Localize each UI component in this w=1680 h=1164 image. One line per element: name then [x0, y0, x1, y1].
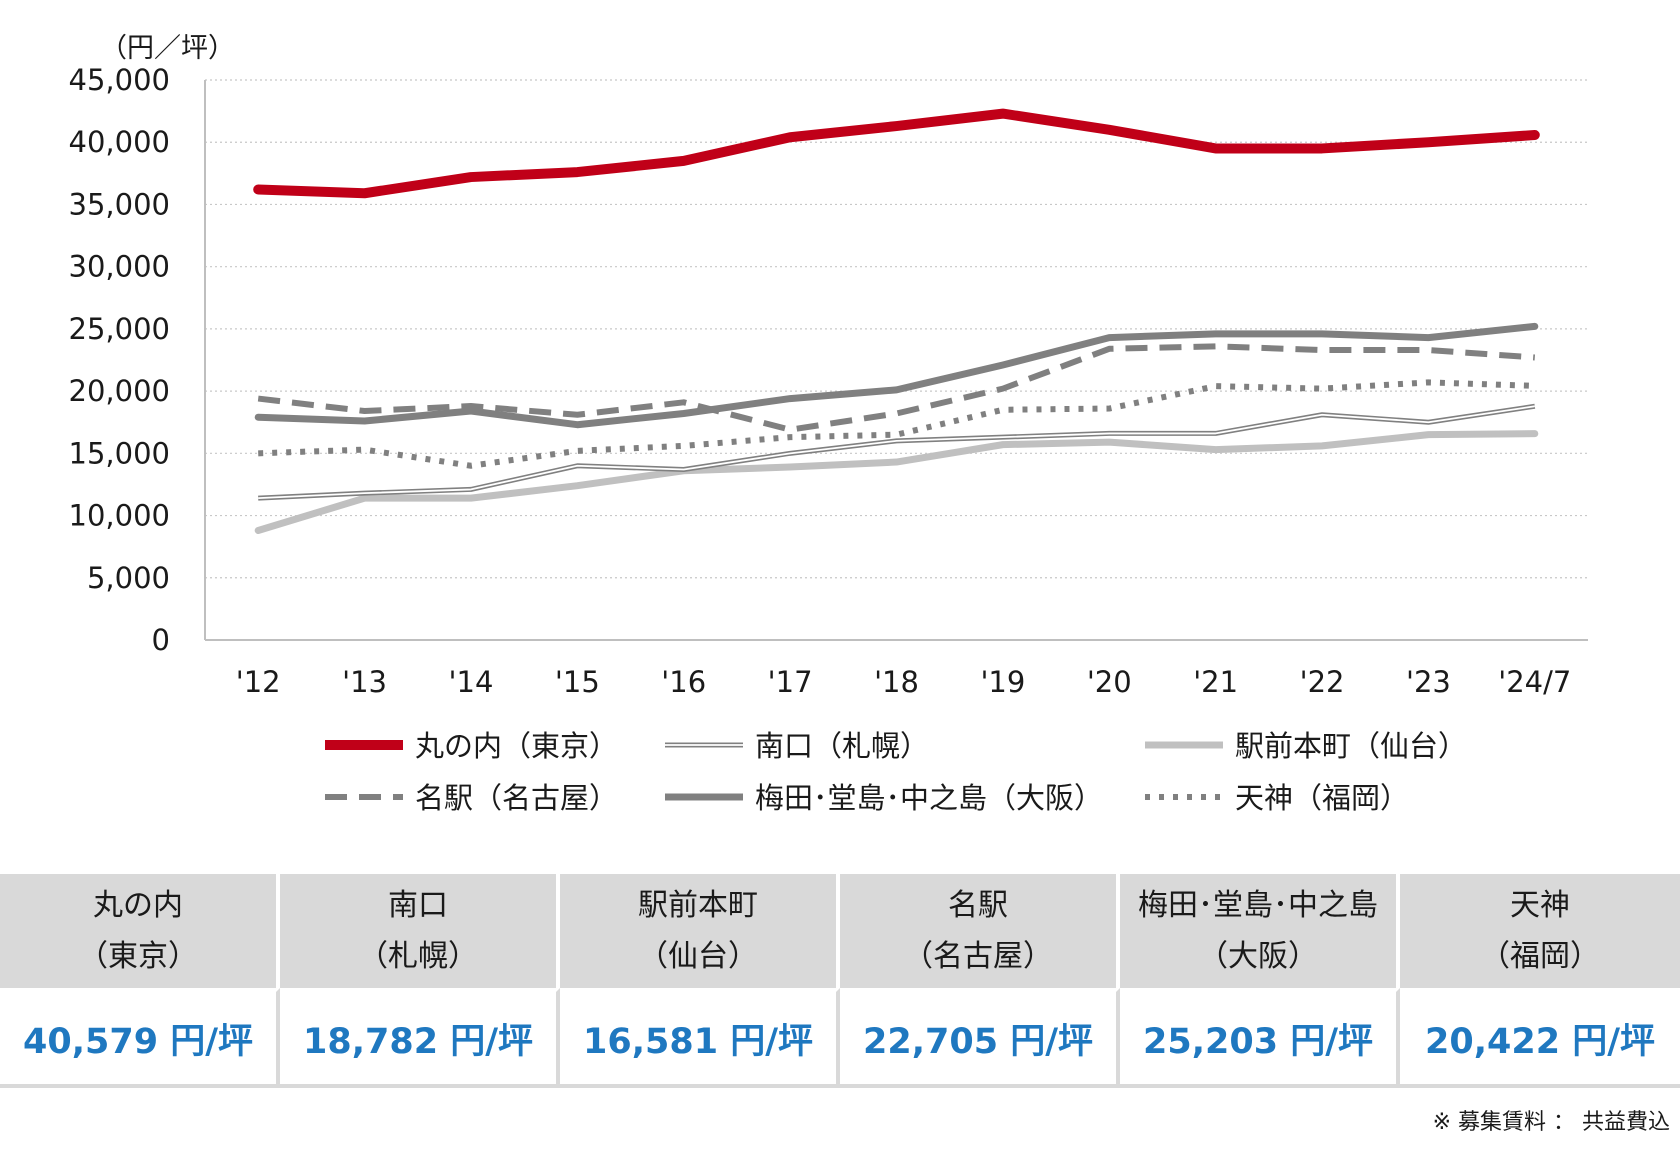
- x-tick-label: '20: [1087, 665, 1132, 699]
- series-2: [254, 430, 1539, 534]
- x-tick-label: '15: [555, 665, 600, 699]
- table-header-cell: 丸の内 （東京）: [0, 874, 280, 988]
- y-tick-label: 5,000: [87, 561, 170, 595]
- legend-item: 駅前本町（仙台）: [1145, 729, 1467, 763]
- axes: [204, 80, 1588, 641]
- header-line1: 駅前本町: [638, 888, 758, 923]
- table-value-cell: 40,579 円/坪: [0, 988, 280, 1088]
- series-line-inner: [258, 405, 1535, 500]
- series-line: [254, 322, 1539, 429]
- y-tick-label: 40,000: [69, 125, 170, 159]
- series-5: [258, 379, 1535, 469]
- series-3: [257, 343, 1536, 433]
- grid-lines: [205, 79, 1588, 579]
- legend-label: 駅前本町（仙台）: [1235, 729, 1467, 763]
- y-tick-labels: 0 5,000 10,000 15,000 20,000 25,000 30,000 35,0…: [69, 63, 170, 657]
- header-line2: （仙台）: [638, 939, 758, 974]
- series-lines: [253, 108, 1540, 534]
- header-line2: （福岡）: [1480, 939, 1600, 974]
- header-line2: （東京）: [78, 939, 198, 974]
- y-tick-label: 45,000: [69, 63, 170, 97]
- header-line1: 天神: [1510, 888, 1570, 923]
- header-line2: （名古屋）: [903, 939, 1053, 974]
- table-value-cell: 18,782 円/坪: [280, 988, 560, 1088]
- y-tick-label: 0: [152, 623, 170, 657]
- legend-item: 梅田･堂島･中之島（大阪）: [665, 781, 1103, 815]
- series-line: [257, 343, 1536, 433]
- header-line1: 名駅: [948, 888, 1008, 923]
- legend-label: 天神（福岡）: [1235, 781, 1409, 815]
- header-line2: （大阪）: [1198, 939, 1318, 974]
- series-0: [253, 108, 1540, 199]
- legend-item: 天神（福岡）: [1145, 781, 1409, 815]
- y-tick-label: 25,000: [69, 312, 170, 346]
- x-tick-label: '17: [768, 665, 813, 699]
- summary-table: 丸の内 （東京） 南口 （札幌） 駅前本町 （仙台） 名駅 （名古屋） 梅田･堂島･中之…: [0, 874, 1680, 1088]
- x-tick-label: '19: [980, 665, 1025, 699]
- table-value-row: 40,579 円/坪 18,782 円/坪 16,581 円/坪 22,705 …: [0, 988, 1680, 1088]
- legend-item: 丸の内（東京）: [325, 729, 618, 763]
- x-tick-labels: '12 '13 '14 '15 '16 '17 '18 '19 '20 '21 '22 '23 '24/…: [236, 665, 1572, 699]
- table-value-cell: 20,422 円/坪: [1400, 988, 1680, 1088]
- x-tick-label: '23: [1406, 665, 1451, 699]
- series-line: [254, 430, 1539, 534]
- x-tick-label: '16: [661, 665, 706, 699]
- x-tick-label: '22: [1300, 665, 1345, 699]
- legend-label: 南口（札幌）: [755, 729, 929, 763]
- series-line: [253, 108, 1540, 199]
- x-tick-label: '21: [1193, 665, 1238, 699]
- table-header-cell: 名駅 （名古屋）: [840, 874, 1120, 988]
- series-line: [258, 379, 1535, 469]
- legend-label: 名駅（名古屋）: [415, 781, 618, 815]
- series-4: [254, 322, 1539, 429]
- header-line1: 丸の内: [93, 888, 183, 923]
- y-tick-label: 30,000: [69, 250, 170, 284]
- x-tick-label: '14: [449, 665, 494, 699]
- table-value-cell: 16,581 円/坪: [560, 988, 840, 1088]
- y-unit-label: （円／坪）: [100, 33, 235, 64]
- table-header-cell: 駅前本町 （仙台）: [560, 874, 840, 988]
- x-tick-label: '24/7: [1498, 665, 1571, 699]
- legend-label: 丸の内（東京）: [415, 729, 618, 763]
- header-line2: （札幌）: [358, 939, 478, 974]
- table-value-cell: 22,705 円/坪: [840, 988, 1120, 1088]
- x-tick-label: '12: [236, 665, 281, 699]
- legend-item: 名駅（名古屋）: [325, 781, 618, 815]
- table-header-cell: 南口 （札幌）: [280, 874, 560, 988]
- y-tick-label: 35,000: [69, 187, 170, 221]
- y-tick-label: 10,000: [69, 499, 170, 533]
- series-1: [258, 403, 1536, 501]
- y-tick-label: 15,000: [69, 436, 170, 470]
- table-value-cell: 25,203 円/坪: [1120, 988, 1400, 1088]
- legend-label: 梅田･堂島･中之島（大阪）: [755, 781, 1103, 815]
- series-line: [258, 403, 1536, 501]
- line-chart: （円／坪） 0 5,000 10,000 15,000 20,000 25,000 30,0…: [69, 33, 1588, 815]
- legend: 丸の内（東京） 南口（札幌） 駅前本町（仙台） 名駅（名古屋） 梅田･堂島･中之島（大阪…: [325, 729, 1467, 815]
- header-line1: 梅田･堂島･中之島: [1138, 888, 1378, 923]
- table-header-cell: 天神 （福岡）: [1400, 874, 1680, 988]
- legend-item: 南口（札幌）: [665, 729, 929, 763]
- header-line1: 南口: [388, 888, 448, 923]
- y-tick-label: 20,000: [69, 374, 170, 408]
- table-header-row: 丸の内 （東京） 南口 （札幌） 駅前本町 （仙台） 名駅 （名古屋） 梅田･堂島･中之…: [0, 874, 1680, 988]
- x-tick-label: '18: [874, 665, 919, 699]
- table-header-cell: 梅田･堂島･中之島 （大阪）: [1120, 874, 1400, 988]
- x-tick-label: '13: [342, 665, 387, 699]
- footnote: ※ 募集賃料 ： 共益費込: [1432, 1110, 1670, 1135]
